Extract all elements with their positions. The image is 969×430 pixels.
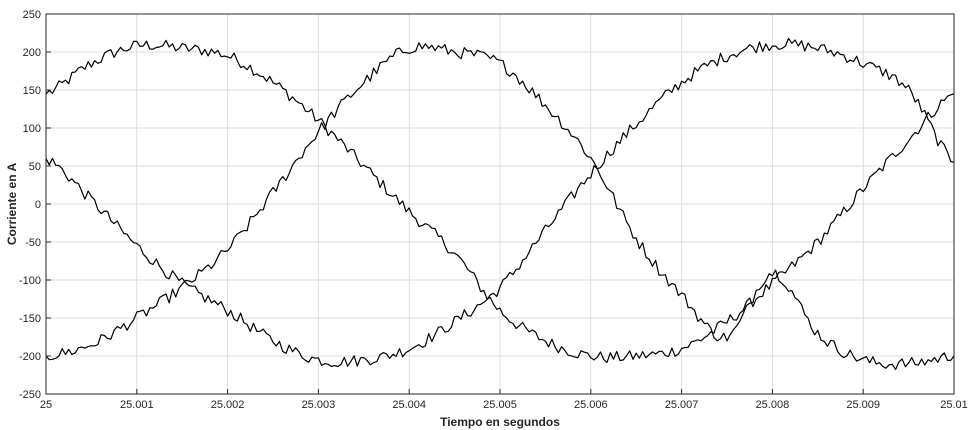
x-tick-label: 25.008 <box>756 399 790 411</box>
x-tick-label: 25.005 <box>483 399 517 411</box>
x-tick-label: 25.001 <box>120 399 154 411</box>
y-tick-label: 250 <box>23 9 41 21</box>
y-tick-label: -50 <box>25 237 41 249</box>
y-tick-label: -250 <box>19 389 41 401</box>
y-tick-label: 200 <box>23 47 41 59</box>
y-tick-label: 100 <box>23 123 41 135</box>
x-tick-label: 25.01 <box>940 399 968 411</box>
y-tick-label: -100 <box>19 275 41 287</box>
y-tick-label: 0 <box>35 199 41 211</box>
x-tick-label: 25.004 <box>392 399 426 411</box>
x-tick-label: 25.009 <box>846 399 880 411</box>
y-tick-label: 50 <box>29 161 41 173</box>
grid-lines <box>46 14 954 394</box>
y-tick-label: -150 <box>19 313 41 325</box>
y-tick-label: -200 <box>19 351 41 363</box>
y-tick-label: 150 <box>23 85 41 97</box>
x-tick-label: 25.007 <box>665 399 699 411</box>
x-axis-ticks: 25 25.001 25.002 25.003 25.004 25.005 25.006 25… <box>40 389 968 411</box>
x-tick-label: 25.006 <box>574 399 608 411</box>
x-axis-label: Tiempo en segundos <box>440 415 560 429</box>
x-tick-label: 25.002 <box>211 399 245 411</box>
y-axis-label: Corriente en A <box>5 163 19 246</box>
x-tick-label: 25.003 <box>302 399 336 411</box>
x-tick-label: 25 <box>40 399 52 411</box>
